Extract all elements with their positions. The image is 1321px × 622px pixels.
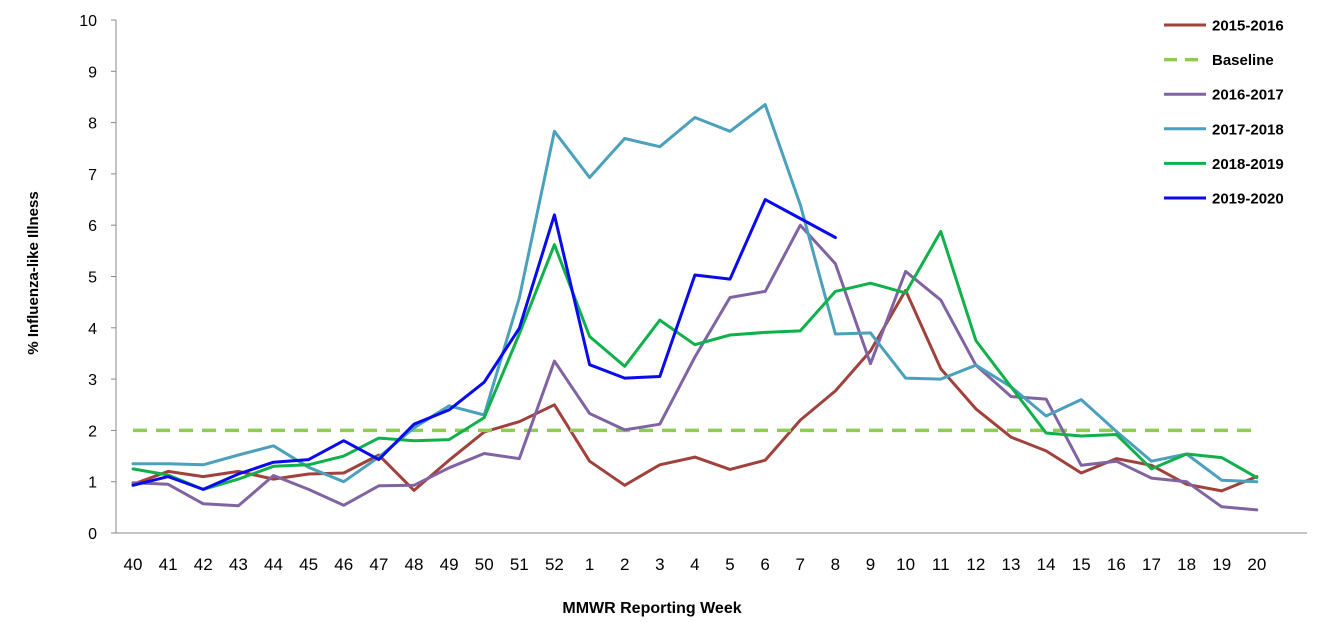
x-tick-label: 50 [475,555,494,574]
x-tick-label: 14 [1037,555,1056,574]
x-tick-label: 2 [620,555,629,574]
x-tick-label: 43 [229,555,248,574]
x-tick-label: 15 [1072,555,1091,574]
legend-label: Baseline [1212,52,1274,69]
x-tick-label: 52 [545,555,564,574]
legend-label: 2018-2019 [1212,156,1284,173]
x-tick-label: 45 [299,555,318,574]
x-tick-label: 47 [369,555,388,574]
y-tick-label: 4 [88,321,97,338]
x-axis-title: MMWR Reporting Week [562,600,741,617]
y-tick-labels: 0 1 2 3 4 5 6 7 8 9 10 [79,13,116,543]
x-tick-label: 19 [1212,555,1231,574]
x-tick-label: 40 [124,555,143,574]
x-tick-label: 13 [1002,555,1021,574]
y-tick-label: 2 [88,423,97,440]
x-tick-label: 6 [760,555,769,574]
series-line-2016-2017 [131,223,1259,512]
x-tick-label: 11 [932,555,950,574]
x-tick-label: 4 [690,555,699,574]
y-tick-label: 7 [88,167,97,184]
x-tick-label: 20 [1247,555,1266,574]
x-tick-label: 42 [194,555,213,574]
legend: 2015-2016 Baseline 2016-2017 2017-2018 2018-… [1164,18,1284,208]
y-tick-label: 1 [88,475,97,492]
x-tick-label: 46 [334,555,353,574]
x-tick-label: 5 [725,555,734,574]
legend-label: 2019-2020 [1212,191,1284,208]
y-tick-label: 5 [88,270,97,287]
x-tick-label: 41 [159,555,178,574]
y-axis-title: % Influenza-like Illness [25,191,42,354]
x-tick-label: 49 [440,555,459,574]
x-tick-label: 7 [796,555,805,574]
legend-label: 2015-2016 [1212,18,1284,35]
y-tick-label: 3 [88,372,97,389]
series-line-2019-2020 [131,198,837,491]
x-tick-label: 16 [1107,555,1126,574]
y-tick-label: 8 [88,116,97,133]
x-tick-label: 9 [866,555,875,574]
legend-label: 2017-2018 [1212,121,1284,138]
series-line-2017-2018 [131,103,1259,484]
x-tick-label: 8 [831,555,840,574]
x-tick-label: 12 [966,555,985,574]
x-tick-label: 3 [655,555,664,574]
x-tick-label: 51 [510,555,529,574]
y-tick-label: 6 [88,218,97,235]
x-tick-label: 1 [585,555,594,574]
x-tick-label: 18 [1177,555,1196,574]
series-lines [131,103,1259,512]
y-tick-label: 9 [88,64,97,81]
x-tick-label: 48 [404,555,423,574]
x-tick-label: 10 [896,555,915,574]
y-tick-label: 0 [88,526,97,543]
x-tick-label: 44 [264,555,283,574]
legend-label: 2016-2017 [1212,87,1284,104]
x-tick-label: 17 [1142,555,1161,574]
series-line-2018-2019 [131,229,1259,491]
y-tick-label: 10 [79,13,97,30]
x-tick-labels: 40 41 42 43 44 45 46 47 48 49 50 51 52 1 2 3 4 5 6 7 8 9 10 11 1… [124,555,1267,574]
